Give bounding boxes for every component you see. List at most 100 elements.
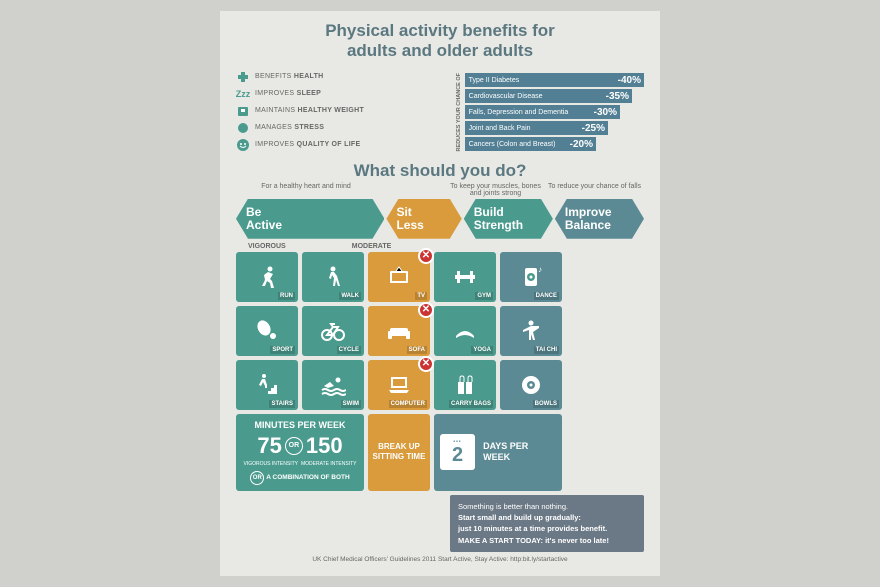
sport-icon: [254, 318, 280, 344]
minutes-box: MINUTES PER WEEK 75 OR 150 VIGOROUS INTE…: [236, 414, 364, 491]
swim-icon: [320, 372, 346, 398]
taichi-icon: [518, 318, 544, 344]
col-head-2: [376, 183, 446, 197]
minutes-150: 150: [306, 433, 343, 459]
bar-label: Cancers (Colon and Breast): [465, 137, 567, 151]
bags-icon: [452, 372, 478, 398]
yoga-icon: [452, 318, 478, 344]
main-title: Physical activity benefits for adults an…: [236, 21, 644, 62]
scale-icon: [236, 104, 250, 118]
or-circle-2: OR: [250, 471, 264, 485]
tile-run: RUN: [236, 252, 298, 302]
bar-pct: -40%: [615, 73, 644, 87]
stairs-icon: [254, 372, 280, 398]
tile-label: DANCE: [534, 292, 559, 300]
subtitle: What should you do?: [236, 161, 644, 181]
days-text: DAYS PER WEEK: [483, 441, 556, 463]
tile-computer: COMPUTER✕: [368, 360, 430, 410]
tile-cycle: CYCLE: [302, 306, 364, 356]
minutes-75: 75: [257, 433, 281, 459]
svg-text:♪: ♪: [538, 265, 542, 274]
col-head-4: To reduce your chance of falls: [545, 183, 644, 197]
col-head-3: To keep your muscles, bones and joints s…: [446, 183, 545, 197]
tile-carry-bags: CARRY BAGS: [434, 360, 496, 410]
risk-bar: Cardiovascular Disease-35%: [465, 89, 644, 103]
intensity-moderate: MODERATE: [352, 243, 392, 250]
hex-sit: SitLess: [386, 199, 461, 239]
zzz-icon: Zzz: [236, 87, 250, 101]
sub-moderate: MODERATE INTENSITY: [301, 461, 356, 467]
tile-row: STAIRS SWIM COMPUTER✕ CARRY BAGS BOWLS: [236, 360, 644, 410]
risk-bar: Joint and Back Pain-25%: [465, 121, 644, 135]
tile-label: GYM: [475, 292, 493, 300]
bar-label: Falls, Depression and Dementia: [465, 105, 591, 119]
hex-bs: BuildStrength: [464, 199, 553, 239]
hex-be: BeActive: [236, 199, 384, 239]
intensity-headers: VIGOROUS MODERATE: [236, 243, 644, 250]
column-headers: For a healthy heart and mind To keep you…: [236, 183, 644, 197]
break-box: BREAK UP SITTING TIME: [368, 414, 430, 491]
smile-icon: [236, 138, 250, 152]
x-badge-icon: ✕: [418, 302, 434, 318]
days-number: 2: [452, 445, 463, 465]
cycle-icon: [320, 318, 346, 344]
benefit-text: BENEFITS HEALTH: [255, 73, 324, 80]
or-circle: OR: [285, 437, 303, 455]
tile-label: RUN: [278, 292, 295, 300]
intensity-vigorous: VIGOROUS: [248, 243, 286, 250]
benefit-item: BENEFITS HEALTH: [236, 70, 440, 84]
bar-pct: -25%: [579, 121, 608, 135]
tile-label: COMPUTER: [389, 400, 427, 408]
tile-label: STAIRS: [269, 400, 295, 408]
tile-swim: SWIM: [302, 360, 364, 410]
risk-bar: Cancers (Colon and Breast)-20%: [465, 137, 644, 151]
tile-sport: SPORT: [236, 306, 298, 356]
bottom-row: MINUTES PER WEEK 75 OR 150 VIGOROUS INTE…: [236, 414, 644, 491]
brain-icon: [236, 121, 250, 135]
hex-ib: ImproveBalance: [555, 199, 644, 239]
tile-label: TV: [415, 292, 427, 300]
tile-label: BOWLS: [533, 400, 559, 408]
hex-row: BeActiveSitLessBuildStrengthImproveBalan…: [236, 199, 644, 239]
bar-pct: -30%: [591, 105, 620, 119]
benefit-item: IMPROVES QUALITY OF LIFE: [236, 138, 440, 152]
title-line1: Physical activity benefits for: [325, 21, 555, 40]
benefit-text: IMPROVES SLEEP: [255, 90, 321, 97]
tile-label: SOFA: [407, 346, 427, 354]
walk-icon: [320, 264, 346, 290]
benefit-item: MAINTAINS HEALTHY WEIGHT: [236, 104, 440, 118]
tile-label: CARRY BAGS: [449, 400, 493, 408]
benefit-text: MAINTAINS HEALTHY WEIGHT: [255, 107, 364, 114]
risk-bar: Falls, Depression and Dementia-30%: [465, 105, 644, 119]
risk-reduction: REDUCES YOUR CHANCE OF Type II Diabetes-…: [456, 70, 644, 155]
benefit-text: IMPROVES QUALITY OF LIFE: [255, 141, 360, 148]
msg-1: Something is better than nothing.: [458, 501, 636, 512]
x-badge-icon: ✕: [418, 356, 434, 372]
days-box: ••• 2 DAYS PER WEEK: [434, 414, 562, 491]
benefit-item: MANAGES STRESS: [236, 121, 440, 135]
msg-3: just 10 minutes at a time provides benef…: [458, 524, 607, 533]
tile-tv: TV✕: [368, 252, 430, 302]
sub-vigorous: VIGOROUS INTENSITY: [244, 461, 298, 467]
tile-label: CYCLE: [337, 346, 361, 354]
plus-icon: [236, 70, 250, 84]
tile-bowls: BOWLS: [500, 360, 562, 410]
top-section: BENEFITS HEALTH Zzz IMPROVES SLEEP MAINTAIN…: [236, 70, 644, 155]
message-box: Something is better than nothing. Start …: [450, 495, 644, 552]
footer-text: UK Chief Medical Officers' Guidelines 20…: [236, 556, 644, 563]
tile-label: SWIM: [341, 400, 361, 408]
computer-icon: [386, 372, 412, 398]
bar-pct: -20%: [567, 137, 596, 151]
risk-bar: Type II Diabetes-40%: [465, 73, 644, 87]
msg-4: MAKE A START TODAY: it's never too late!: [458, 536, 609, 545]
bar-label: Cardiovascular Disease: [465, 89, 603, 103]
combo-text: A COMBINATION OF BOTH: [266, 474, 349, 481]
benefits-list: BENEFITS HEALTH Zzz IMPROVES SLEEP MAINTAIN…: [236, 70, 440, 155]
bar-label: Type II Diabetes: [465, 73, 615, 87]
msg-2: Start small and build up gradually:: [458, 513, 581, 522]
infographic-poster: Physical activity benefits for adults an…: [220, 11, 660, 576]
tile-sofa: SOFA✕: [368, 306, 430, 356]
gym-icon: [452, 264, 478, 290]
tile-walk: WALK: [302, 252, 364, 302]
tile-row: RUN WALKTV✕ GYM ♪ DANCE: [236, 252, 644, 302]
